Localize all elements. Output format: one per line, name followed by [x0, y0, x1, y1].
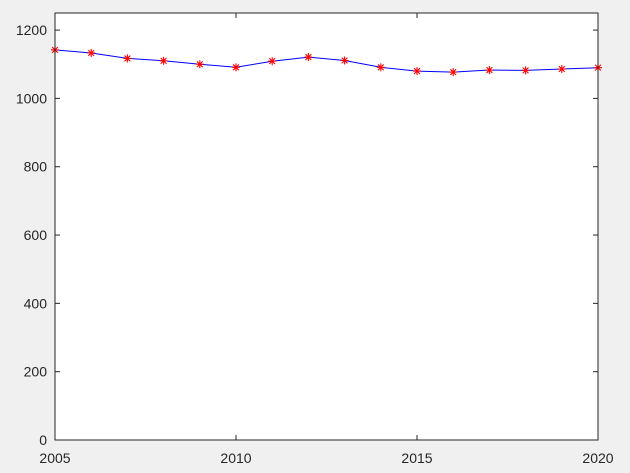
- plot-area: [55, 13, 598, 440]
- data-point: [376, 63, 385, 72]
- y-tick-label: 1200: [16, 22, 47, 38]
- y-tick-label: 400: [24, 295, 48, 311]
- y-tick-label: 1000: [16, 90, 47, 106]
- data-point: [87, 48, 96, 57]
- x-tick-label: 2010: [220, 450, 251, 466]
- data-point: [413, 67, 421, 76]
- x-tick-label: 2015: [401, 450, 432, 466]
- y-tick-label: 600: [24, 227, 48, 243]
- plot-frame: [54, 12, 599, 441]
- axes-layer: 2005 2010 2015 2020 0 200 400 600 800 1000 1200: [16, 13, 614, 466]
- data-point: [557, 65, 566, 74]
- x-tick-label: 2020: [582, 450, 613, 466]
- data-point: [232, 63, 240, 72]
- data-point: [159, 56, 168, 65]
- y-tick-label: 200: [24, 364, 48, 380]
- data-point: [268, 57, 277, 66]
- data-point: [521, 66, 530, 75]
- y-tick-label: 0: [39, 432, 47, 448]
- data-point: [485, 66, 494, 75]
- y-tick-label: 800: [24, 159, 48, 175]
- series-line: [54, 49, 599, 73]
- data-point: [340, 56, 349, 65]
- data-point: [195, 60, 204, 69]
- x-tick-label: 2005: [39, 450, 70, 466]
- data-point: [123, 54, 132, 63]
- data-point: [449, 68, 458, 77]
- data-point: [304, 53, 313, 62]
